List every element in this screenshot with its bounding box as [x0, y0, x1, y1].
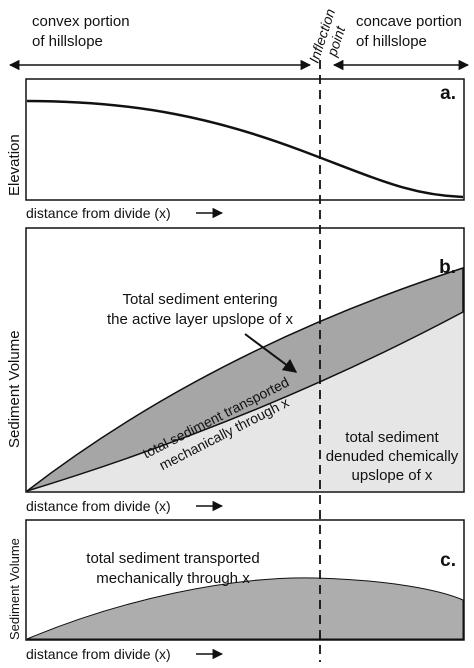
panel-a-ylabel: Elevation — [6, 134, 23, 196]
panel-a: a. Elevation distance from divide (x) — [6, 78, 465, 221]
callout-arrow — [244, 333, 298, 373]
panel-a-frame — [25, 78, 465, 201]
convex-label-line1: convex portion — [32, 13, 130, 30]
chemical-label-line1: total sediment — [345, 429, 439, 446]
panel-c-letter: c. — [440, 550, 456, 571]
inflection-label: Inflection point — [306, 6, 349, 64]
callout-line1: Total sediment entering — [122, 291, 277, 308]
panel-b-xlabel: distance from divide (x) — [26, 498, 171, 514]
panel-c-label-line1: total sediment transported — [86, 550, 259, 567]
transport-hump-area — [26, 577, 464, 640]
chemical-label-line2: denuded chemically — [326, 448, 459, 465]
chemical-label-line3: upslope of x — [352, 467, 433, 484]
concave-label-line2: of hillslope — [356, 33, 427, 50]
panel-a-letter: a. — [440, 83, 456, 104]
callout-line2: the active layer upslope of x — [107, 311, 293, 328]
chemical-denudation-area — [27, 312, 463, 491]
panel-b: b. Sediment Volume Total sediment enteri… — [6, 227, 465, 514]
mechanical-transport-band — [26, 266, 464, 492]
panel-c-ylabel: Sediment Volume — [7, 538, 22, 640]
convex-label-line2: of hillslope — [32, 33, 103, 50]
panel-b-ylabel: Sediment Volume — [6, 330, 23, 448]
concave-label-line1: concave portion — [356, 13, 462, 30]
panel-a-xlabel: distance from divide (x) — [26, 205, 171, 221]
panel-c-xlabel: distance from divide (x) — [26, 646, 171, 662]
header: convex portion of hillslope concave port… — [8, 6, 470, 71]
elevation-profile-curve — [26, 99, 464, 199]
panel-b-letter: b. — [439, 257, 456, 278]
panel-c-label-line2: mechanically through x — [96, 570, 250, 587]
panel-c: c. Sediment Volume total sediment transp… — [7, 519, 465, 662]
